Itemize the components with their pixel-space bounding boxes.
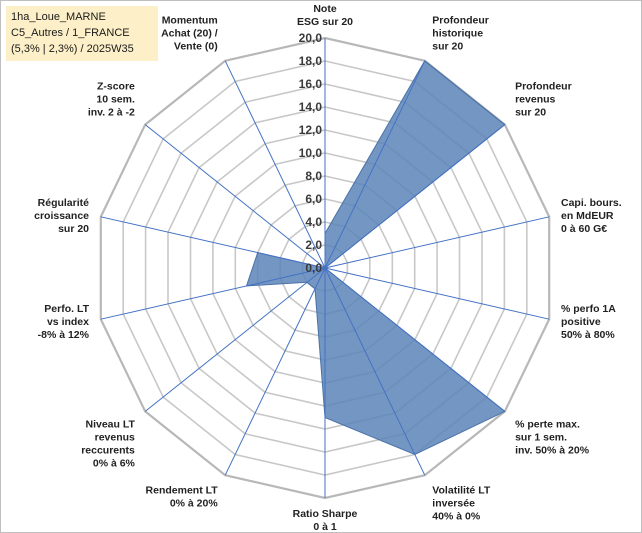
tick-label: 4,0	[305, 215, 322, 229]
axis-label: Régularité croissance sur 20	[34, 197, 89, 235]
axis-label: Profondeur revenus sur 20	[515, 81, 572, 119]
axis-spoke	[324, 267, 426, 476]
tick-label: 6,0	[305, 192, 322, 206]
tick-label: 12,0	[299, 123, 323, 137]
tick-label: 20,0	[299, 31, 323, 45]
tick-label: 18,0	[299, 54, 323, 68]
tick-label: 14,0	[299, 100, 323, 114]
axis-label: % perfo 1A positive 50% à 80%	[561, 303, 616, 341]
tick-label: 0,0	[305, 261, 322, 275]
axis-spoke	[324, 124, 506, 269]
axis-spoke	[324, 60, 426, 269]
axis-spoke	[100, 267, 326, 320]
axis-spoke	[224, 267, 326, 476]
axis-label: Profondeur historique sur 20	[432, 15, 489, 53]
tick-label: 2,0	[305, 238, 322, 252]
axis-spoke	[144, 267, 326, 412]
tick-label: 8,0	[305, 169, 322, 183]
radar-spokes	[100, 38, 550, 498]
axis-spoke	[324, 267, 506, 412]
axis-label: Perfo. LT vs index -8% à 12%	[38, 303, 90, 341]
axis-spoke	[224, 60, 326, 269]
axis-spoke	[100, 216, 326, 269]
axis-spoke	[324, 216, 550, 269]
axis-label: Momentum Achat (20) / Vente (0)	[161, 15, 218, 53]
info-period: (5,3% | 2,3%) / 2025W35	[11, 43, 134, 55]
axis-label: Volatilité LT inversée 40% à 0%	[432, 484, 491, 522]
data-series-area	[245, 60, 506, 456]
axis-label: % perte max. sur 1 sem. inv. 50% à 20%	[515, 418, 590, 456]
axis-labels: Note ESG sur 20 Profondeur historique sur 20…	[34, 3, 622, 533]
axis-spoke	[324, 267, 550, 320]
axis-label: Z-score 10 sem. inv. 2 à -2	[88, 81, 135, 119]
axis-spoke	[144, 124, 326, 269]
axis-label: Note ESG sur 20	[297, 3, 353, 28]
radar-data	[245, 60, 506, 456]
axis-label: Ratio Sharpe 0 à 1	[293, 508, 358, 533]
tick-label: 10,0	[299, 146, 323, 160]
info-name: 1ha_Loue_MARNE	[11, 11, 106, 23]
tick-label: 16,0	[299, 77, 323, 91]
tick-labels: 0,0 2,0 4,0 6,0 8,0 10,0 12,0 14,0 16,0 18,0 20,0	[299, 31, 323, 275]
info-category: C5_Autres / 1_FRANCE	[11, 27, 130, 39]
axis-label: Niveau LT revenus reccurents 0% à 6%	[81, 418, 135, 469]
info-box: 1ha_Loue_MARNE C5_Autres / 1_FRANCE (5,3…	[6, 6, 158, 61]
axis-label: Capi. bours. en MdEUR 0 à 60 G€	[561, 197, 622, 235]
axis-label: Rendement LT 0% à 20%	[146, 484, 219, 509]
